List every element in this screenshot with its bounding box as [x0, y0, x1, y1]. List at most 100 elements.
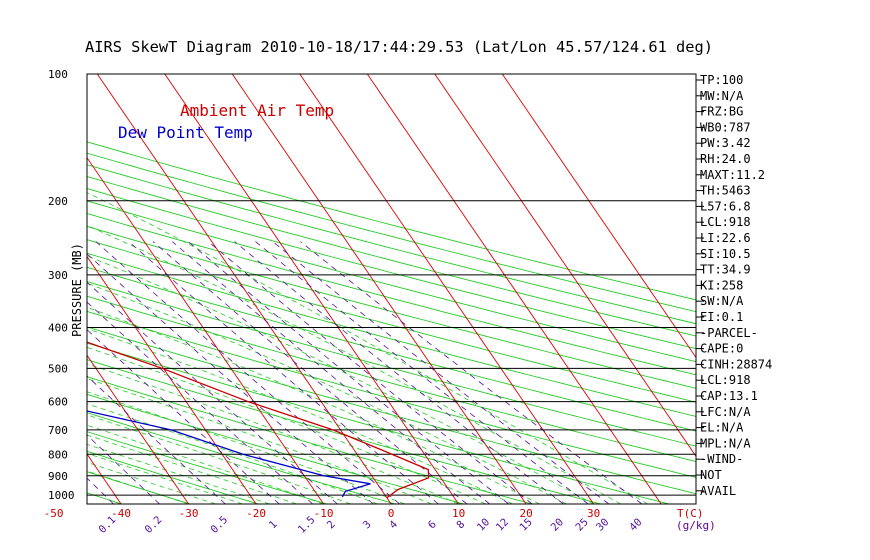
mixing-ratio-unit-label: (g/kg) [676, 519, 716, 532]
isotherm [87, 354, 189, 504]
mixing-ratio-line [87, 434, 160, 504]
moist-adiabat [87, 378, 432, 504]
mixing-ratio-label: 3 [361, 518, 374, 531]
mixing-ratio-label: 1 [267, 518, 280, 531]
x-axis-unit-label: T(C) [677, 507, 704, 520]
legend-dew-point-temp: Dew Point Temp [118, 123, 253, 142]
dry-adiabat [87, 188, 696, 350]
moist-adiabat [87, 434, 297, 504]
pressure-tick-label: 100 [48, 68, 68, 81]
mixing-ratio-line [87, 477, 114, 504]
mixing-ratio-line [300, 241, 643, 504]
isotherm [231, 74, 527, 504]
pressure-tick-label: 800 [48, 448, 68, 461]
dry-adiabat [87, 176, 696, 337]
stat-entry: TT:34.9 [700, 263, 751, 277]
moist-adiabat [87, 424, 324, 504]
plot-frame [86, 73, 697, 505]
dry-adiabat [87, 141, 696, 301]
dry-adiabat [87, 431, 329, 504]
pressure-tick-label: 600 [48, 396, 68, 409]
bottom-temp-tick-label: -20 [246, 507, 266, 520]
dry-adiabat [87, 266, 696, 432]
isotherm [0, 33, 54, 504]
isotherm [164, 74, 459, 504]
stat-entry: SW:N/A [700, 294, 744, 308]
mixing-ratio-line [128, 241, 439, 504]
stat-entry: CINH:28874 [700, 357, 772, 371]
dry-adiabat [87, 200, 696, 363]
mixing-ratio-line [87, 281, 338, 504]
mixing-ratio-label: 0.5 [208, 514, 230, 536]
pressure-tick-label: 700 [48, 424, 68, 437]
moist-adiabat [87, 461, 216, 504]
stat-entry: LCL:918 [700, 215, 751, 229]
isotherm [501, 74, 696, 359]
dry-adiabat [87, 359, 603, 504]
moist-adiabat [87, 306, 540, 504]
stat-entry: MAXT:11.2 [700, 168, 765, 182]
mixing-ratio-label: 6 [426, 518, 439, 531]
legend-ambient-air-temp: Ambient Air Temp [180, 101, 334, 120]
isotherm [434, 74, 696, 458]
dry-adiabat [0, 33, 8, 512]
dry-adiabat [87, 376, 535, 504]
dry-adiabat [87, 326, 696, 495]
bottom-temp-tick-label: 20 [519, 507, 532, 520]
bottom-temp-tick-label: -10 [314, 507, 334, 520]
mixing-ratio-line [272, 241, 610, 504]
bottom-temp-tick-label: 30 [587, 507, 600, 520]
stat-entry: CAPE:0 [700, 342, 743, 356]
dry-adiabat [87, 152, 696, 313]
moist-adiabat [87, 414, 351, 504]
pressure-tick-label: 200 [48, 195, 68, 208]
pressure-tick-label: 300 [48, 269, 68, 282]
pressure-tick-label: 1000 [48, 489, 75, 502]
stat-entry: WB0:787 [700, 120, 751, 134]
mixing-ratio-label: 8 [454, 518, 467, 531]
stat-entry: MW:N/A [700, 89, 744, 103]
stat-entry: TP:100 [700, 73, 743, 87]
mixing-ratio-line [87, 301, 314, 504]
ambient-temp-line [87, 341, 430, 499]
stat-entry: -WIND- [700, 452, 743, 466]
stat-entry: SI:10.5 [700, 247, 751, 261]
stat-entry: FRZ:BG [700, 105, 743, 119]
bottom-temp-tick-label: -50 [44, 507, 64, 520]
dry-adiabat [87, 310, 696, 478]
stat-entry: MPL:N/A [700, 436, 751, 450]
moist-adiabat [87, 328, 513, 504]
plot-area [0, 33, 696, 512]
dry-adiabat [87, 450, 261, 504]
mixing-ratio-label: 10 [475, 516, 492, 533]
stat-entry: RH:24.0 [700, 152, 751, 166]
dry-adiabat [87, 393, 466, 504]
pressure-tick-label: 400 [48, 322, 68, 335]
chart-title: AIRS SkewT Diagram 2010-10-18/17:44:29.5… [85, 38, 713, 56]
mixing-ratio-line [152, 241, 468, 504]
pressure-tick-label: 500 [48, 362, 68, 375]
stat-entry: L57:6.8 [700, 199, 751, 213]
mixing-ratio-line [87, 375, 226, 504]
moist-adiabat [87, 282, 567, 504]
bottom-temp-tick-label: -30 [179, 507, 199, 520]
stat-entry: LFC:N/A [700, 405, 751, 419]
mixing-ratio-label: 12 [494, 516, 511, 533]
isotherm [366, 74, 662, 504]
isotherm [87, 156, 324, 504]
dry-adiabat [87, 295, 696, 462]
y-axis-label: PRESSURE (MB) [70, 243, 84, 337]
stat-entry: EI:0.1 [700, 310, 743, 324]
stat-entry: CAP:13.1 [700, 389, 758, 403]
stat-entry: PW:3.42 [700, 136, 751, 150]
dry-adiabat [87, 239, 696, 403]
mixing-ratio-line [234, 241, 564, 504]
mixing-ratio-label: 0.2 [143, 514, 165, 536]
dry-adiabat [87, 164, 696, 325]
stat-entry: KI:258 [700, 278, 743, 292]
stat-entry: LI:22.6 [700, 231, 751, 245]
pressure-tick-label: 900 [48, 470, 68, 483]
stat-entry: AVAIL [700, 484, 736, 498]
